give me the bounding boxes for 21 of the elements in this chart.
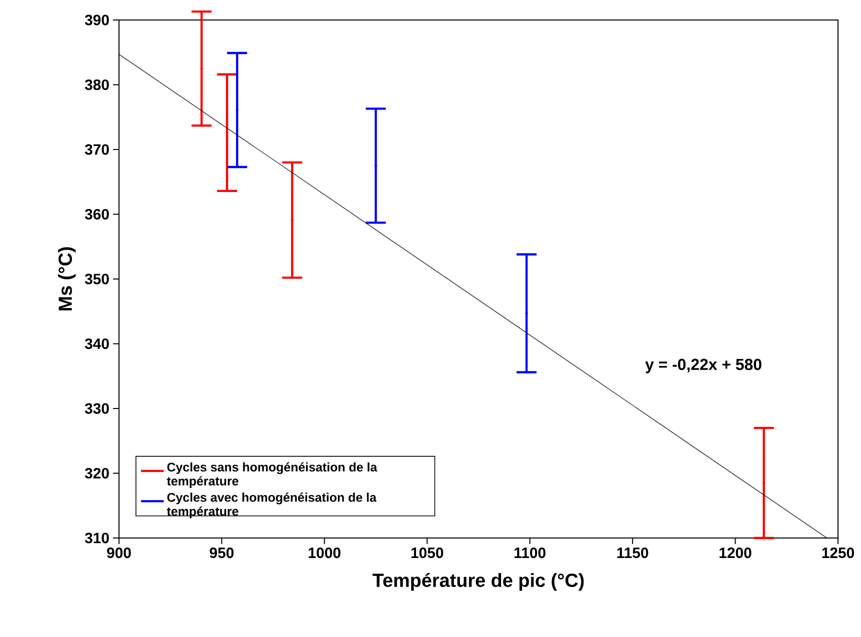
y-tick-label: 320: [84, 468, 109, 479]
x-axis-title: Température de pic (°C): [372, 572, 584, 591]
x-tick-label: 950: [210, 548, 234, 558]
y-tick-label: 350: [84, 274, 109, 284]
x-tick-label: 1000: [308, 548, 340, 558]
legend-label: Cycles sans homogénéisation de la température: [166, 462, 378, 488]
y-tick-label: 390: [84, 14, 109, 26]
x-tick-label: 900: [107, 548, 131, 558]
y-tick-label: 340: [84, 338, 109, 350]
y-tick-label: 360: [84, 208, 109, 220]
y-tick-label: 380: [84, 79, 109, 90]
annotation: y = -0,22x + 580: [645, 358, 762, 374]
y-axis-title: Ms (°C): [58, 247, 76, 310]
x-tick-label: 1200: [720, 548, 752, 558]
x-tick-label: 1250: [822, 548, 854, 558]
y-tick-label: 370: [84, 144, 109, 155]
y-tick-label: 310: [84, 532, 109, 544]
y-tick-label: 330: [84, 403, 109, 414]
x-tick-label: 1050: [411, 548, 444, 558]
x-tick-label: 1100: [514, 548, 546, 558]
x-tick-label: 1150: [617, 548, 648, 558]
